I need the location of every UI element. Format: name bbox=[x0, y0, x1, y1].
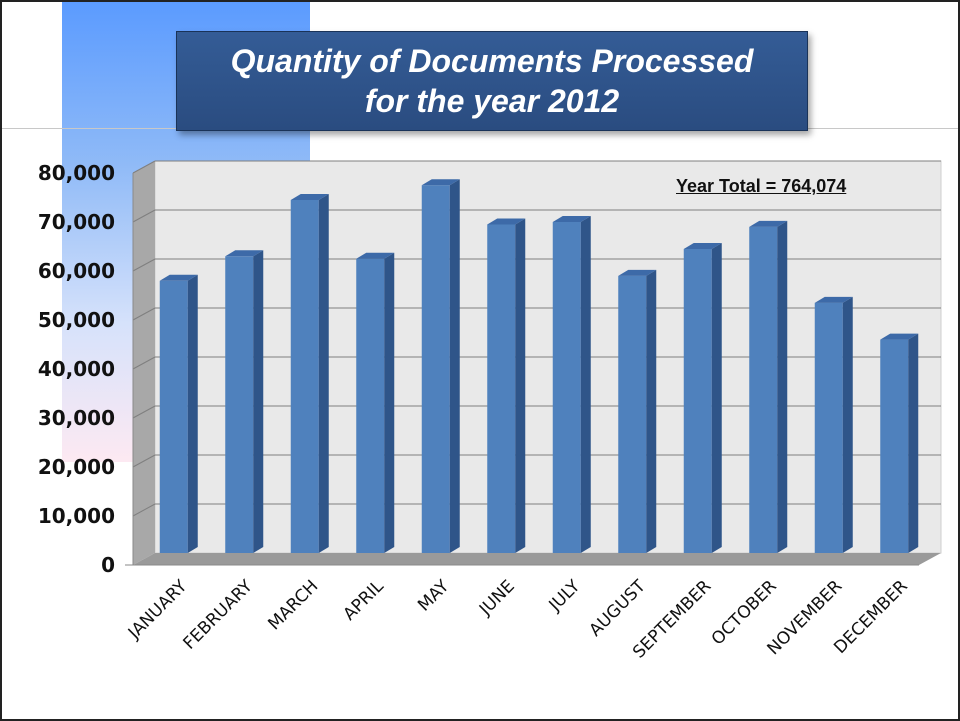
title-line-2: for the year 2012 bbox=[364, 83, 620, 119]
bar-top bbox=[225, 250, 264, 257]
bar bbox=[421, 179, 460, 553]
bar-top bbox=[749, 220, 788, 227]
bar-side bbox=[253, 250, 264, 554]
bar-front bbox=[421, 185, 450, 553]
bar-front bbox=[159, 280, 188, 553]
bar-side bbox=[777, 220, 788, 553]
bar-front bbox=[552, 222, 581, 553]
y-tick-label: 0 bbox=[101, 553, 115, 577]
y-tick-label: 60,000 bbox=[38, 259, 115, 283]
gridline-side bbox=[132, 454, 156, 468]
bar bbox=[618, 269, 657, 553]
bar-top bbox=[618, 269, 657, 276]
y-tick-label: 10,000 bbox=[38, 504, 115, 528]
bar-side bbox=[384, 252, 395, 553]
gridline-side bbox=[132, 503, 156, 517]
x-tick-label: JUNE bbox=[475, 576, 519, 620]
bar-front bbox=[749, 226, 778, 553]
bar bbox=[814, 296, 853, 553]
x-tick-label: FEBRUARY bbox=[180, 576, 258, 654]
bar-top bbox=[421, 179, 460, 186]
bar-top bbox=[814, 296, 853, 303]
bar-top bbox=[159, 274, 198, 281]
gridline-side bbox=[132, 356, 156, 370]
bar-front bbox=[290, 199, 319, 553]
gridline-side bbox=[132, 209, 156, 223]
bar bbox=[225, 250, 264, 554]
bar-side bbox=[187, 274, 198, 553]
bar bbox=[290, 193, 329, 553]
x-tick-label: MARCH bbox=[264, 576, 322, 634]
bar bbox=[683, 242, 722, 553]
gridline-side bbox=[132, 307, 156, 321]
y-tick-label: 30,000 bbox=[38, 406, 115, 430]
gridline-side bbox=[132, 160, 156, 174]
bar bbox=[159, 274, 198, 553]
bar-side bbox=[646, 269, 657, 553]
bar-top bbox=[290, 193, 329, 200]
bar-side bbox=[842, 296, 853, 553]
bar bbox=[552, 216, 591, 553]
bar-front bbox=[487, 224, 516, 553]
bar-top bbox=[880, 333, 919, 340]
bar-front bbox=[225, 256, 254, 553]
bar-side bbox=[449, 179, 460, 553]
bar-top bbox=[552, 216, 591, 222]
bar-side bbox=[515, 218, 526, 553]
x-tick-label: JANUARY bbox=[124, 576, 192, 644]
x-tick-label: AUGUST bbox=[586, 576, 651, 641]
y-tick-label: 70,000 bbox=[38, 210, 115, 234]
y-tick-label: 50,000 bbox=[38, 308, 115, 332]
bar-front bbox=[683, 248, 712, 553]
bar-side bbox=[318, 193, 329, 553]
bar bbox=[487, 218, 526, 553]
bar-side bbox=[711, 242, 722, 553]
x-tick-label: JULY bbox=[545, 576, 585, 616]
bar-side bbox=[908, 333, 919, 553]
y-tick-label: 20,000 bbox=[38, 455, 115, 479]
bar-front bbox=[880, 339, 909, 553]
bar-top bbox=[683, 242, 722, 249]
title-line-1: Quantity of Documents Processed bbox=[230, 43, 754, 79]
x-tick-label: APRIL bbox=[340, 576, 389, 625]
bar-front bbox=[356, 258, 385, 553]
bar-front bbox=[814, 302, 843, 553]
bar-top bbox=[356, 252, 395, 259]
bar bbox=[356, 252, 395, 553]
year-total-annotation: Year Total = 764,074 bbox=[676, 176, 847, 196]
chart-floor bbox=[133, 553, 941, 565]
y-tick-label: 80,000 bbox=[38, 161, 115, 185]
bar bbox=[880, 333, 919, 553]
gridline-side bbox=[132, 258, 156, 272]
bar-side bbox=[580, 216, 591, 553]
y-tick-label: 40,000 bbox=[38, 357, 115, 381]
chart-title: Quantity of Documents Processed for the … bbox=[176, 31, 808, 131]
bar-top bbox=[487, 218, 526, 225]
gridline-side bbox=[132, 405, 156, 419]
x-tick-label: MAY bbox=[414, 576, 454, 616]
bar-front bbox=[618, 275, 647, 553]
bar bbox=[749, 220, 788, 553]
